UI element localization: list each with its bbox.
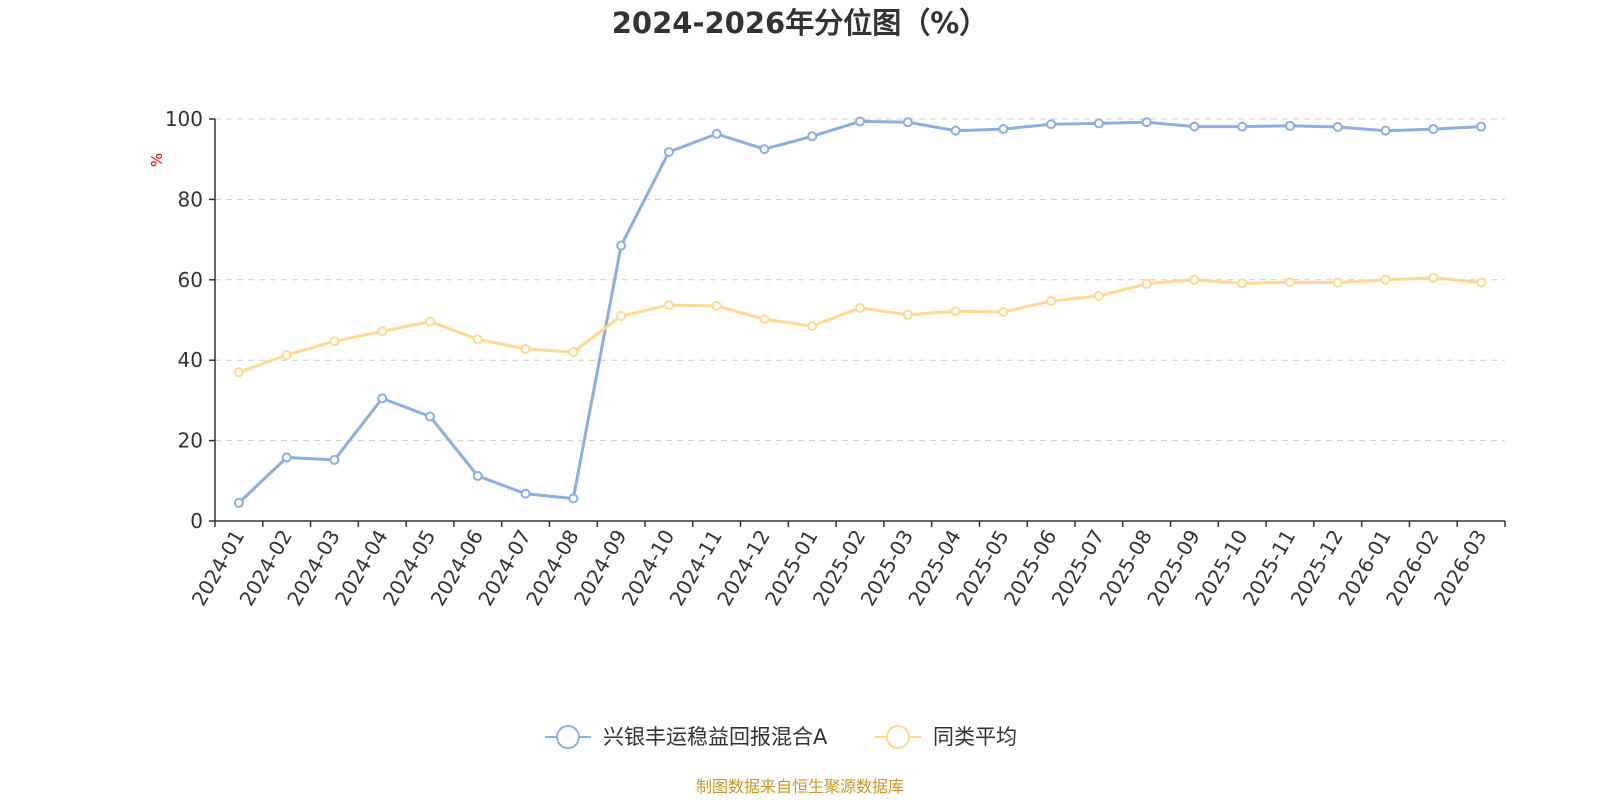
data-point[interactable]	[807, 131, 818, 142]
data-point[interactable]	[855, 302, 865, 313]
data-point[interactable]	[281, 349, 292, 360]
data-point[interactable]	[1189, 274, 1200, 285]
data-point[interactable]	[425, 411, 435, 422]
data-point[interactable]	[855, 116, 865, 127]
data-point[interactable]	[568, 347, 579, 358]
y-tick-label: 60	[178, 268, 203, 292]
legend-marker	[556, 725, 580, 749]
data-point[interactable]	[1093, 290, 1104, 301]
data-point[interactable]	[281, 452, 292, 463]
data-point[interactable]	[1428, 272, 1439, 283]
data-point[interactable]	[425, 316, 435, 327]
data-point[interactable]	[616, 310, 627, 321]
y-tick-label: 20	[178, 429, 203, 453]
data-point[interactable]	[950, 306, 961, 317]
data-point[interactable]	[902, 309, 913, 320]
legend-marker	[886, 725, 910, 749]
axes: 0204060801002024-012024-022024-032024-04…	[165, 107, 1506, 610]
data-point[interactable]	[1141, 117, 1152, 128]
data-point[interactable]	[663, 300, 674, 311]
legend-label: 同类平均	[933, 725, 1017, 749]
data-point[interactable]	[568, 493, 579, 504]
y-tick-label: 40	[178, 348, 203, 372]
data-point[interactable]	[1428, 124, 1439, 135]
data-point[interactable]	[377, 326, 388, 337]
data-point[interactable]	[1046, 119, 1057, 130]
data-point[interactable]	[807, 321, 818, 332]
data-point[interactable]	[759, 314, 770, 325]
data-point[interactable]	[950, 125, 961, 136]
series-lines	[233, 116, 1487, 508]
y-tick-label: 0	[190, 509, 203, 533]
series-line	[238, 276, 1482, 374]
data-point[interactable]	[1476, 121, 1487, 132]
data-point[interactable]	[233, 497, 244, 508]
y-tick-label: 80	[178, 187, 203, 211]
data-point[interactable]	[998, 306, 1009, 317]
data-point[interactable]	[1285, 120, 1295, 131]
data-point[interactable]	[520, 343, 531, 354]
data-point[interactable]	[377, 393, 388, 404]
data-point[interactable]	[1380, 274, 1391, 285]
data-point[interactable]	[663, 146, 674, 157]
data-point[interactable]	[759, 144, 770, 155]
data-point[interactable]	[1476, 277, 1487, 288]
legend-item-1[interactable]: 兴银丰运稳益回报混合A	[545, 725, 828, 749]
grid-lines	[215, 118, 1505, 442]
data-point[interactable]	[998, 124, 1009, 135]
data-point[interactable]	[1380, 125, 1391, 136]
data-point[interactable]	[329, 454, 340, 465]
y-axis-unit-label: %	[148, 153, 166, 167]
data-point[interactable]	[1237, 278, 1248, 289]
data-point[interactable]	[616, 240, 627, 251]
data-point[interactable]	[1093, 118, 1104, 129]
data-point[interactable]	[711, 300, 722, 311]
series-1	[233, 116, 1487, 508]
legend[interactable]: 兴银丰运稳益回报混合A 同类平均	[545, 725, 1017, 749]
data-point[interactable]	[233, 367, 244, 378]
data-source-note: 制图数据来自恒生聚源数据库	[696, 777, 904, 796]
data-point[interactable]	[1189, 121, 1200, 132]
data-point[interactable]	[520, 488, 531, 499]
data-point[interactable]	[1332, 122, 1343, 133]
data-point[interactable]	[1332, 277, 1343, 288]
chart-title: 2024-2026年分位图（%）	[612, 6, 989, 40]
data-point[interactable]	[1141, 278, 1152, 289]
data-point[interactable]	[472, 470, 483, 481]
data-point[interactable]	[472, 334, 483, 345]
data-point[interactable]	[329, 336, 340, 347]
y-tick-label: 100	[165, 107, 203, 131]
data-point[interactable]	[711, 128, 722, 139]
data-point[interactable]	[1237, 121, 1248, 132]
data-point[interactable]	[1046, 296, 1057, 307]
series-2	[233, 272, 1487, 378]
legend-item-2[interactable]: 同类平均	[875, 725, 1017, 749]
data-point[interactable]	[1285, 277, 1295, 288]
legend-label: 兴银丰运稳益回报混合A	[603, 725, 828, 749]
data-point[interactable]	[902, 117, 913, 128]
